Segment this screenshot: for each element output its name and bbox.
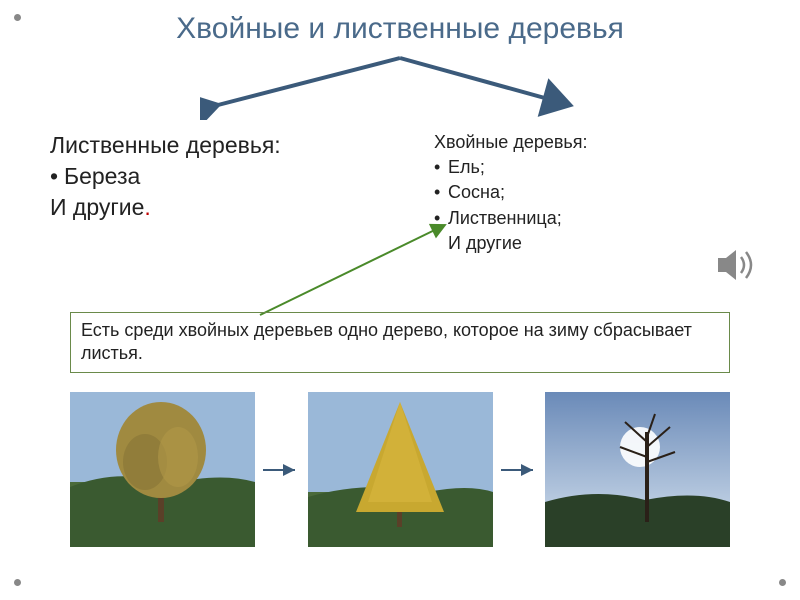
list-item: •Лиственница; [434,206,800,231]
tree-photo-1 [70,392,255,547]
right-column: Хвойные деревья: •Ель; •Сосна; •Лиственн… [384,130,800,256]
sequence-arrow [261,464,301,476]
right-heading: Хвойные деревья: [434,130,800,155]
sequence-arrow [499,464,539,476]
columns: Лиственные деревья: •Береза И другие. Хв… [0,130,800,256]
tree-photo-3 [545,392,730,547]
corner-dot [14,14,21,21]
list-item: •Береза [50,161,384,192]
corner-dot [779,579,786,586]
branch-arrows [200,50,600,120]
corner-dot [14,579,21,586]
images-row [70,392,730,547]
tree-photo-2 [308,392,493,547]
page-title: Хвойные и лиственные деревья [0,0,800,46]
list-item: •Ель; [434,155,800,180]
speaker-icon[interactable] [710,240,760,290]
list-item: •Сосна; [434,180,800,205]
left-tail: И другие. [50,192,384,223]
left-heading: Лиственные деревья: [50,130,384,161]
fact-box: Есть среди хвойных деревьев одно дерево,… [70,312,730,373]
left-column: Лиственные деревья: •Береза И другие. [0,130,384,256]
